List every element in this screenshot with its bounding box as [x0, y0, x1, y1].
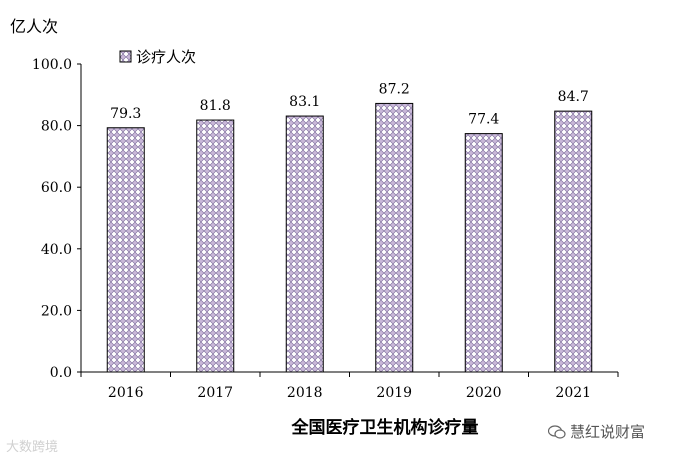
watermark-right: 慧红说财富 — [548, 421, 645, 442]
bar — [106, 127, 145, 373]
bar-value-label: 83.1 — [289, 94, 320, 110]
watermark-left: 大数跨境 — [6, 440, 59, 455]
bar — [285, 115, 324, 373]
x-tick-label: 2018 — [287, 385, 323, 401]
bar — [196, 119, 235, 373]
y-tick-label: 0.0 — [50, 365, 72, 381]
x-tick-label: 2019 — [376, 385, 412, 401]
y-axis-unit-label: 亿人次 — [10, 17, 58, 36]
watermark-right-text: 慧红说财富 — [570, 423, 646, 441]
legend-label: 诊疗人次 — [136, 48, 196, 66]
legend: 诊疗人次 — [119, 48, 196, 66]
x-tick-label: 2021 — [555, 385, 591, 401]
bar-value-label: 77.4 — [468, 112, 499, 128]
x-tick-label: 2016 — [108, 385, 144, 401]
chart-title: 全国医疗卫生机构诊疗量 — [291, 417, 479, 438]
y-tick-label: 100.0 — [32, 57, 72, 73]
bar — [375, 102, 414, 373]
y-tick-label: 60.0 — [41, 180, 72, 196]
x-tick-label: 2020 — [466, 385, 502, 401]
y-tick-label: 20.0 — [41, 303, 72, 319]
bar-value-label: 84.7 — [558, 89, 589, 105]
y-tick-label: 80.0 — [41, 119, 72, 135]
x-tick-label: 2017 — [197, 385, 233, 401]
bar-value-label: 79.3 — [110, 106, 141, 122]
y-tick-label: 40.0 — [41, 242, 72, 258]
bar-value-label: 87.2 — [379, 81, 410, 97]
axes: 0.0 20.0 40.0 60.0 80.0 100.0 2016 2017 2018 2019… — [32, 57, 619, 401]
bars: 79.3 81.8 83.1 87.2 77.4 84.7 — [106, 81, 593, 373]
bar-value-label: 81.8 — [200, 98, 231, 114]
legend-swatch — [119, 50, 132, 63]
bar — [554, 110, 593, 373]
wechat-icon — [548, 424, 566, 439]
bar — [464, 133, 503, 373]
